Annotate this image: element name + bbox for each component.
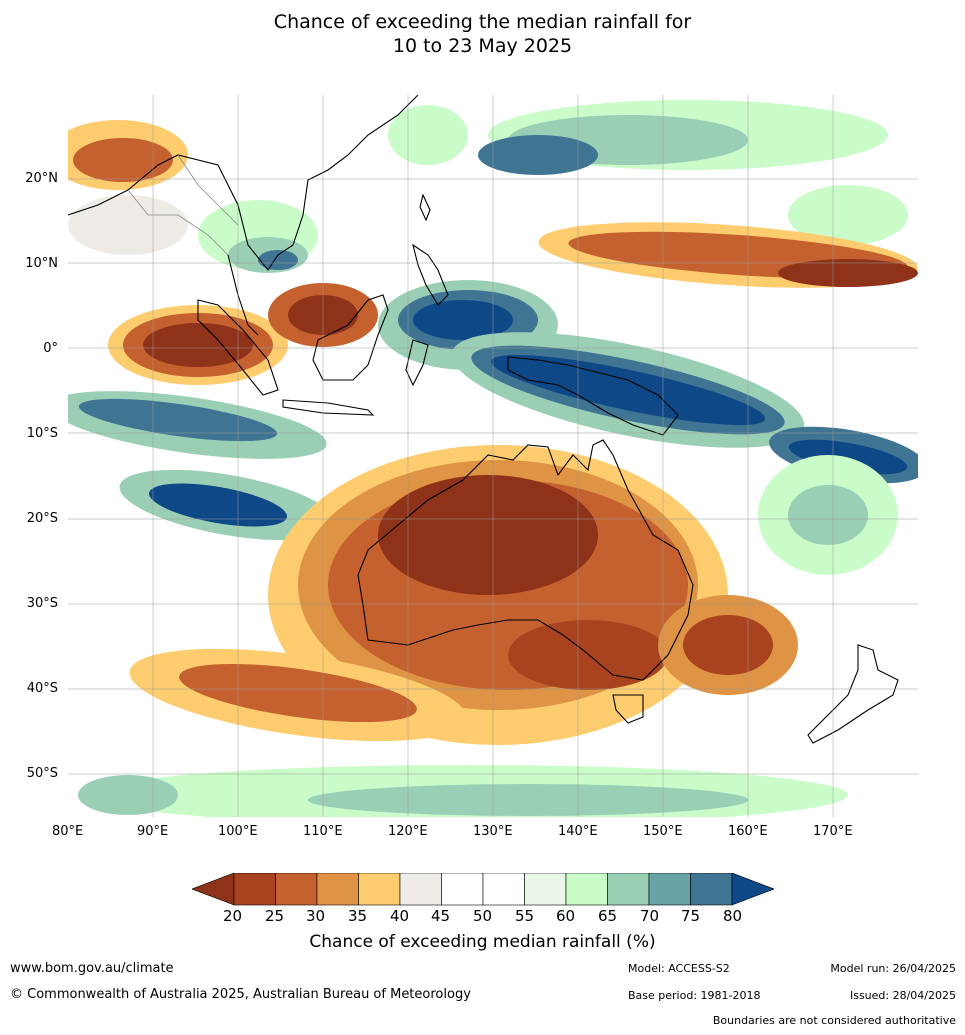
lon-label-160e: 160°E [728,824,768,839]
colorbar-cell [565,873,608,906]
lat-label-30s: 30°S [26,596,58,611]
colorbar-cell [316,873,359,906]
graticule [68,95,918,817]
lat-label-40s: 40°S [26,681,58,696]
model-name: Model: ACCESS-S2 [628,962,730,975]
colorbar-cell [399,873,442,906]
lat-label-20s: 20°S [26,511,58,526]
colorbar-tick-80: 80 [723,907,743,925]
colorbar-cell [441,873,484,906]
colorbar-tick-55: 55 [515,907,535,925]
model-run-date: Model run: 26/04/2025 [830,962,956,975]
lon-label-90e: 90°E [137,824,169,839]
colorbar-cell [607,873,650,906]
colorbar-title: Chance of exceeding median rainfall (%) [309,932,656,952]
colorbar-tick-25: 25 [265,907,285,925]
colorbar-cell [648,873,691,906]
lon-label-110e: 110°E [303,824,343,839]
lat-label-50s: 50°S [26,766,58,781]
colorbar-cells [233,873,733,906]
lon-label-100e: 100°E [218,824,258,839]
map-canvas [68,95,918,817]
lon-label-170e: 170°E [813,824,853,839]
country-borders [127,154,239,256]
colorbar-tick-30: 30 [306,907,326,925]
colorbar-tick-20: 20 [223,907,243,925]
colorbar-tick-70: 70 [640,907,660,925]
colorbar-tick-50: 50 [473,907,493,925]
lon-label-150e: 150°E [643,824,683,839]
colorbar-tick-60: 60 [556,907,576,925]
lat-label-10n: 10°N [25,256,58,271]
colorbar-tick-40: 40 [390,907,410,925]
colorbar [192,873,774,906]
website-link[interactable]: www.bom.gov.au/climate [10,961,174,976]
lat-label-0: 0° [43,341,58,356]
rainfall-map [68,95,918,817]
lon-label-80e: 80°E [52,824,84,839]
colorbar-low-extension [192,873,235,906]
lon-label-120e: 120°E [388,824,428,839]
probability-field [68,100,918,817]
colorbar-cell [358,873,401,906]
title-line-2: 10 to 23 May 2025 [392,35,573,57]
copyright-text: © Commonwealth of Australia 2025, Austra… [10,987,471,1002]
colorbar-cell [524,873,567,906]
lon-label-140e: 140°E [558,824,598,839]
colorbar-tick-65: 65 [598,907,618,925]
map-title: Chance of exceeding the median rainfall … [0,10,965,58]
lat-label-20n: 20°N [25,171,58,186]
colorbar-cell [482,873,525,906]
colorbar-high-extension [731,873,774,906]
colorbar-tick-45: 45 [431,907,451,925]
colorbar-cell [233,873,276,906]
colorbar-tick-75: 75 [681,907,701,925]
colorbar-tick-35: 35 [348,907,368,925]
colorbar-cell [275,873,318,906]
base-period: Base period: 1981-2018 [628,989,761,1002]
title-line-1: Chance of exceeding the median rainfall … [273,11,692,33]
boundaries-disclaimer: Boundaries are not considered authoritat… [712,1014,956,1027]
issued-date: Issued: 28/04/2025 [849,989,956,1002]
lon-label-130e: 130°E [473,824,513,839]
lat-label-10s: 10°S [26,426,58,441]
colorbar-cell [690,873,733,906]
